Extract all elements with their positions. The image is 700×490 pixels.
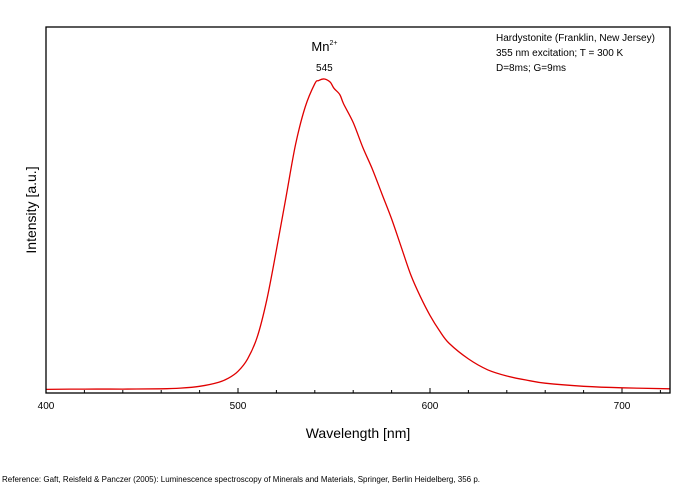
plot-frame — [45, 26, 671, 394]
info-line-gate: D=8ms; G=9ms — [496, 63, 566, 74]
annotation-mn-superscript: 2+ — [329, 40, 337, 47]
x-tick-label: 500 — [230, 401, 247, 412]
x-tick-label: 400 — [38, 401, 55, 412]
spectrum-chart: 400 500 600 700 Mn2+ 545 Hardystonite (Fran… — [23, 26, 671, 441]
x-tick-label: 600 — [422, 401, 439, 412]
x-tick-label: 700 — [614, 401, 631, 412]
annotation-mn: Mn2+ — [311, 39, 337, 54]
annotation-peak-value: 545 — [316, 63, 333, 74]
info-line-sample: Hardystonite (Franklin, New Jersey) — [496, 33, 655, 44]
x-axis-tick-labels: 400 500 600 700 — [38, 401, 631, 412]
annotation-mn-label: Mn — [311, 39, 329, 54]
reference-citation: Reference: Gaft, Reisfeld & Panczer (200… — [2, 475, 481, 484]
series-line-mn2 — [45, 78, 671, 391]
x-axis-label: Wavelength [nm] — [306, 425, 411, 441]
info-line-excitation: 355 nm excitation; T = 300 K — [496, 48, 624, 59]
y-axis-label: Intensity [a.u.] — [23, 166, 39, 253]
